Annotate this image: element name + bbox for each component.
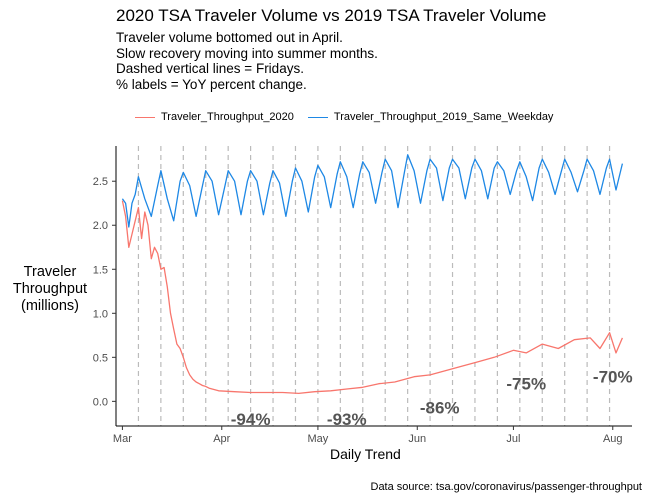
legend-swatch-2020: [135, 116, 155, 118]
yoy-percent-label: -93%: [327, 410, 367, 429]
subtitle-line: Dashed vertical lines = Fridays.: [116, 61, 304, 76]
chart-title: 2020 TSA Traveler Volume vs 2019 TSA Tra…: [116, 6, 547, 25]
series-line-2020: [121, 200, 623, 395]
x-tick-label: Apr: [213, 433, 230, 445]
x-axis-title: Daily Trend: [330, 446, 401, 462]
legend-swatch-2019: [307, 116, 328, 118]
legend-item-2020: Traveler_Throughput_2020: [135, 111, 294, 123]
yoy-percent-label: -70%: [593, 368, 633, 387]
y-tick-label: 2.0: [93, 220, 108, 232]
x-tick-label: Jul: [506, 433, 520, 445]
subtitle-line: % labels = YoY percent change.: [116, 76, 307, 92]
y-axis-title-line: (millions): [21, 298, 79, 314]
y-axis-title-line: Traveler: [23, 264, 77, 280]
x-tick-label: Aug: [603, 433, 623, 445]
legend-item-2019: Traveler_Throughput_2019_Same_Weekday: [307, 111, 554, 123]
y-tick-label: 0.5: [93, 352, 108, 364]
chart-legend: Traveler_Throughput_2020 Traveler_Throug…: [135, 111, 567, 123]
yoy-percent-label: -86%: [420, 399, 460, 418]
x-tick-label: Mar: [113, 433, 132, 445]
x-tick-label: Jun: [408, 433, 426, 445]
y-tick-label: 1.5: [93, 264, 108, 276]
subtitle-line: Traveler volume bottomed out in April.: [116, 30, 343, 45]
legend-label-2019: Traveler_Throughput_2019_Same_Weekday: [333, 111, 554, 123]
series-line-2019: [121, 154, 624, 228]
yoy-percent-label: -75%: [506, 375, 546, 394]
chart-subtitle: Traveler volume bottomed out in April. S…: [116, 30, 378, 92]
y-axis-title-line: Throughput: [12, 281, 88, 297]
y-axis-title: Traveler Throughput (millions): [0, 264, 100, 315]
legend-label-2020: Traveler_Throughput_2020: [161, 111, 294, 123]
data-source-caption: Data source: tsa.gov/coronavirus/passeng…: [370, 481, 643, 493]
x-tick-label: May: [308, 433, 329, 445]
y-tick-label: 0.0: [93, 396, 108, 408]
y-tick-label: 1.0: [93, 308, 108, 320]
subtitle-line: Slow recovery moving into summer months.: [116, 45, 378, 61]
yoy-percent-label: -94%: [231, 410, 271, 429]
y-tick-label: 2.5: [93, 176, 108, 188]
